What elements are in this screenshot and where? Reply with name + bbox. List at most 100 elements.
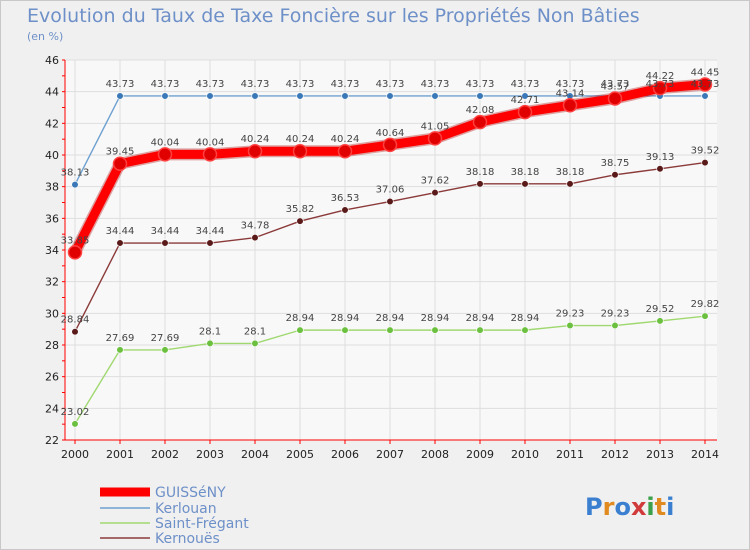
data-labels: 23.02 27.69 27.69 28.1 28.1 28.94 28.94 28.94 28… [61, 68, 720, 418]
data-point [296, 92, 304, 100]
y-tick-label: 38 [45, 181, 59, 194]
axes: 22 24 26 28 30 32 34 36 38 40 42 44 46 2000 2001 2002 20… [45, 54, 719, 461]
x-tick-label: 2011 [556, 448, 584, 461]
data-point [292, 143, 308, 159]
x-tick-label: 2007 [376, 448, 404, 461]
data-point [247, 143, 263, 159]
data-label: 28.84 [61, 315, 90, 326]
data-point [112, 156, 128, 171]
logo-letter-1: r [603, 493, 615, 521]
data-point [341, 92, 349, 100]
data-label: 43.73 [241, 79, 270, 90]
data-label: 38.18 [511, 167, 540, 178]
data-point [206, 339, 214, 348]
data-label: 38.75 [601, 158, 630, 169]
data-label: 38.18 [466, 167, 495, 178]
data-label: 43.73 [556, 79, 585, 90]
data-label: 43.73 [421, 79, 450, 90]
y-tick-label: 42 [45, 117, 59, 130]
data-label: 34.44 [106, 226, 135, 237]
data-point [157, 147, 173, 162]
data-point [386, 197, 394, 206]
data-label: 43.73 [511, 79, 540, 90]
data-point [476, 92, 484, 100]
x-tick-label: 2009 [466, 448, 494, 461]
y-tick-label: 40 [45, 149, 59, 162]
data-point [431, 92, 439, 100]
data-point [566, 321, 574, 330]
data-label: 29.52 [646, 304, 675, 315]
data-point [161, 346, 169, 354]
series-2 [71, 312, 709, 428]
data-point [206, 92, 214, 100]
data-label: 40.24 [331, 134, 360, 145]
data-label: 44.22 [646, 71, 675, 82]
data-point [562, 98, 578, 113]
x-tick-label: 2006 [331, 448, 359, 461]
chart-title: Evolution du Taux de Taxe Foncière sur l… [27, 5, 640, 27]
y-tick-label: 22 [45, 434, 59, 447]
logo-text: Proxiti [585, 493, 674, 521]
x-tick-label: 2005 [286, 448, 314, 461]
data-label: 40.64 [376, 128, 405, 139]
data-label: 43.73 [286, 79, 315, 90]
data-label: 39.45 [106, 147, 135, 158]
data-label: 37.62 [421, 176, 450, 187]
data-label: 28.1 [199, 326, 221, 337]
data-label: 28.94 [376, 313, 405, 324]
data-point [251, 234, 259, 242]
legend-label: Kerlouan [155, 501, 217, 517]
y-tick-label: 28 [45, 339, 59, 352]
data-label: 34.78 [241, 221, 270, 232]
data-label: 40.24 [286, 134, 315, 145]
data-point [701, 159, 709, 167]
data-point [251, 339, 259, 348]
data-label: 43.14 [556, 88, 585, 99]
data-point [701, 312, 709, 320]
data-label: 38.18 [556, 167, 585, 178]
data-label: 43.57 [601, 81, 630, 92]
data-point [652, 80, 668, 96]
legend-label: Kernouës [155, 531, 220, 547]
series-layer [67, 77, 713, 428]
y-tick-label: 26 [45, 371, 59, 384]
data-point [431, 326, 439, 334]
data-point [251, 92, 259, 100]
data-point [202, 147, 218, 162]
data-label: 43.73 [331, 79, 360, 90]
legend-label: Saint-Frégant [155, 516, 249, 532]
data-label: 23.02 [61, 407, 90, 418]
data-point [71, 181, 79, 189]
data-label: 28.94 [286, 313, 315, 324]
y-tick-label: 34 [45, 244, 59, 257]
data-point [71, 328, 79, 336]
data-point [206, 239, 214, 247]
series-0 [67, 77, 713, 260]
data-point [386, 326, 394, 334]
data-point [521, 180, 529, 188]
data-point [382, 137, 398, 153]
data-label: 29.82 [691, 299, 720, 310]
data-point [431, 189, 439, 197]
data-label: 27.69 [106, 333, 135, 344]
data-label: 28.94 [466, 313, 495, 324]
x-tick-label: 2001 [106, 448, 134, 461]
data-label: 39.13 [646, 152, 675, 163]
y-tick-label: 32 [45, 276, 59, 289]
data-point [116, 346, 124, 354]
data-point [476, 180, 484, 188]
data-label: 35.82 [286, 204, 315, 215]
data-point [116, 92, 124, 100]
data-label: 28.94 [511, 313, 540, 324]
data-label: 27.69 [151, 333, 180, 344]
data-point [472, 114, 488, 130]
data-label: 34.44 [196, 226, 225, 237]
logo-letter-6: i [666, 493, 674, 521]
data-point [697, 77, 713, 92]
data-point [71, 420, 79, 428]
data-label: 36.53 [331, 193, 360, 204]
data-label: 34.44 [151, 226, 180, 237]
x-tick-label: 2012 [601, 448, 629, 461]
data-label: 28.94 [331, 313, 360, 324]
